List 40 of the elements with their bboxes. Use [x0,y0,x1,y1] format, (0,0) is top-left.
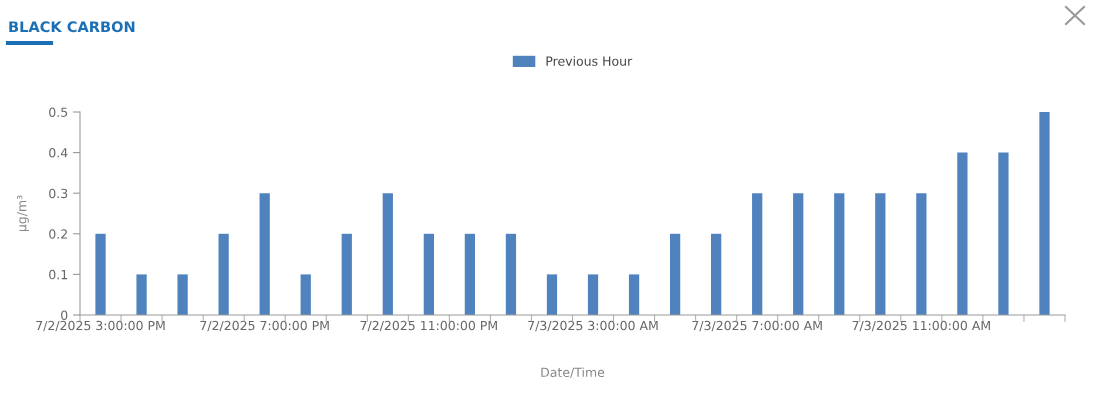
x-tick-label: 7/3/2025 3:00:00 AM [528,320,658,332]
x-axis-title: Date/Time [541,367,605,379]
bar [957,152,968,315]
bar [998,152,1009,315]
bar [464,233,476,315]
bar [628,274,640,315]
bar [875,193,886,315]
bar [834,193,845,315]
bar [916,193,927,315]
bar [341,233,352,315]
bar [95,233,106,315]
y-tick-label: 0.5 [49,107,68,117]
bar [300,274,311,315]
chart-title: BLACK CARBON [9,21,135,33]
bar [259,193,270,315]
x-tick-label: 7/3/2025 7:00:00 AM [692,320,822,332]
x-tick-label: 7/3/2025 11:00:00 AM [852,320,990,332]
bar [177,274,188,315]
bar [1039,112,1050,315]
x-tick-label: 7/2/2025 11:00:00 PM [360,320,497,332]
x-tick-label: 7/2/2025 7:00:00 PM [200,320,329,332]
bar [218,233,229,315]
y-tick-label: 0.1 [49,269,68,280]
bar [587,274,599,315]
y-tick-label: 0.3 [49,188,68,199]
x-tick-label: 7/2/2025 3:00:00 PM [36,320,165,332]
bar [711,233,722,315]
bar [546,274,558,315]
y-tick-label: 0.2 [49,229,67,239]
legend-label: Previous Hour [546,56,633,66]
y-tick-label: 0 [61,310,68,320]
y-axis-title: µg/m³ [16,195,29,232]
bar [382,193,393,315]
bar [423,233,434,315]
bar [793,193,804,315]
bar [136,274,147,315]
bar [669,233,681,315]
y-tick-label: 0.4 [49,148,68,158]
bar [505,233,517,315]
bar [752,193,763,315]
